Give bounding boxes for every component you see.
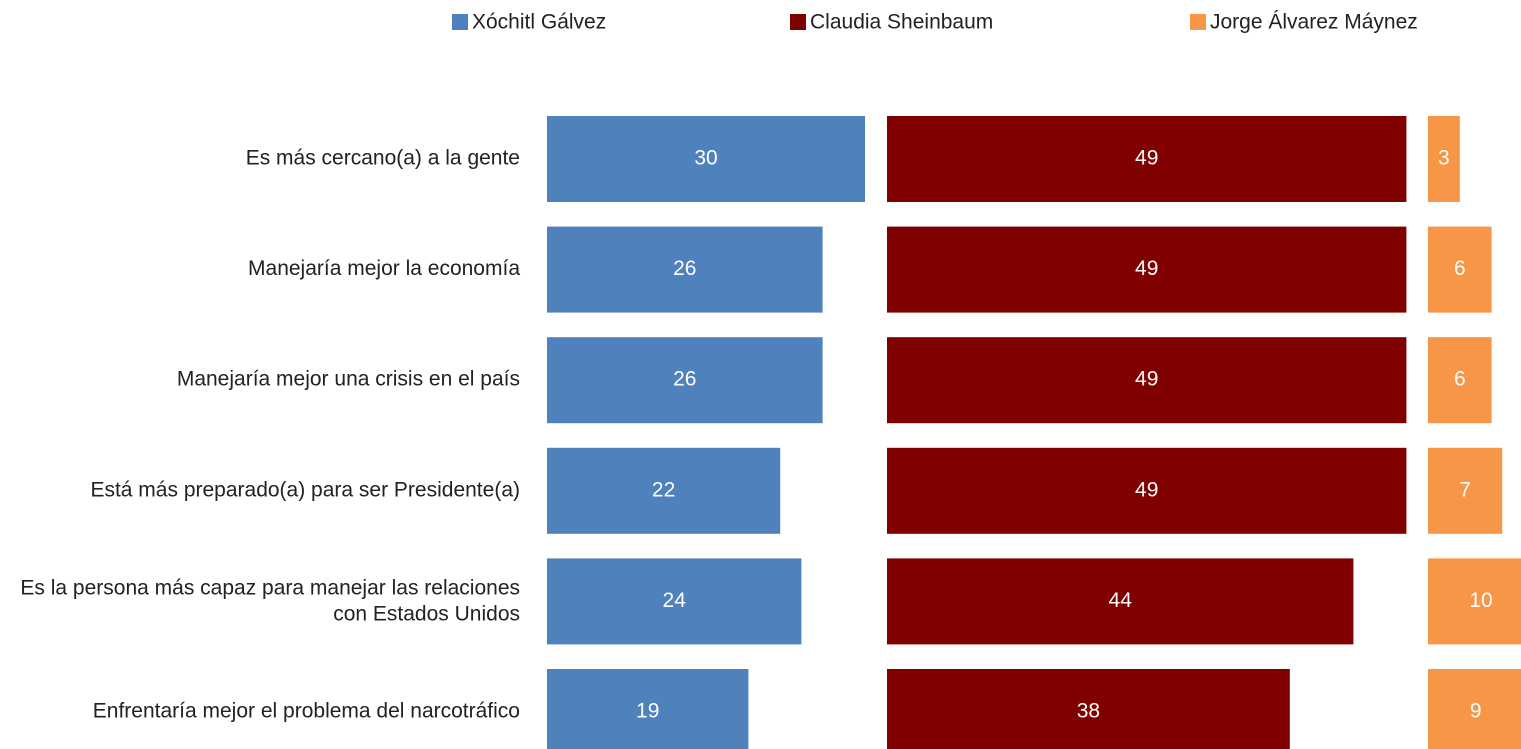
value-label: 7 bbox=[1459, 478, 1471, 501]
bar bbox=[547, 226, 823, 313]
bar bbox=[887, 558, 1354, 645]
bar bbox=[1428, 226, 1492, 313]
bar bbox=[1428, 447, 1503, 534]
value-label: 19 bbox=[636, 700, 659, 723]
category-label: Está más preparado(a) para ser President… bbox=[90, 478, 520, 501]
bar bbox=[547, 447, 781, 534]
bar bbox=[1428, 669, 1521, 749]
value-label: 49 bbox=[1135, 147, 1158, 170]
value-label: 49 bbox=[1135, 368, 1158, 391]
bar bbox=[887, 116, 1407, 202]
bar bbox=[547, 669, 749, 749]
bar bbox=[1428, 337, 1492, 424]
legend-swatch bbox=[1190, 14, 1206, 30]
value-label: 49 bbox=[1135, 478, 1158, 501]
value-label: 49 bbox=[1135, 257, 1158, 280]
bar bbox=[1428, 116, 1460, 202]
value-label: 44 bbox=[1109, 589, 1133, 612]
category-label: Manejaría mejor la economía bbox=[248, 257, 520, 280]
value-label: 9 bbox=[1470, 700, 1482, 723]
category-label: Manejaría mejor una crisis en el país bbox=[177, 368, 520, 391]
value-label: 30 bbox=[694, 147, 717, 170]
value-label: 26 bbox=[673, 368, 696, 391]
value-label: 26 bbox=[673, 257, 696, 280]
category-label-line: Es la persona más capaz para manejar las… bbox=[20, 576, 520, 599]
bar bbox=[887, 447, 1407, 534]
value-label: 3 bbox=[1438, 147, 1450, 170]
category-label: Es más cercano(a) a la gente bbox=[246, 147, 520, 170]
legend-label: Claudia Sheinbaum bbox=[810, 11, 993, 34]
legend-label: Jorge Álvarez Máynez bbox=[1210, 11, 1418, 34]
category-label: Enfrentaría mejor el problema del narcot… bbox=[93, 700, 520, 723]
value-label: 6 bbox=[1454, 368, 1466, 391]
value-label: 22 bbox=[652, 478, 675, 501]
value-label: 6 bbox=[1454, 257, 1466, 280]
bar bbox=[547, 116, 865, 202]
legend-swatch bbox=[790, 14, 806, 30]
value-label: 24 bbox=[663, 589, 687, 612]
value-label: 10 bbox=[1469, 589, 1492, 612]
bar bbox=[887, 337, 1407, 424]
legend-label: Xóchitl Gálvez bbox=[472, 11, 606, 34]
bar bbox=[547, 558, 802, 645]
bar bbox=[887, 226, 1407, 313]
bar bbox=[887, 669, 1290, 749]
category-label: Es la persona más capaz para manejar las… bbox=[20, 576, 520, 625]
legend-swatch bbox=[452, 14, 468, 30]
bar bbox=[547, 337, 823, 424]
bar bbox=[1428, 558, 1521, 645]
category-label-line: con Estados Unidos bbox=[333, 602, 520, 625]
value-label: 38 bbox=[1077, 700, 1100, 723]
